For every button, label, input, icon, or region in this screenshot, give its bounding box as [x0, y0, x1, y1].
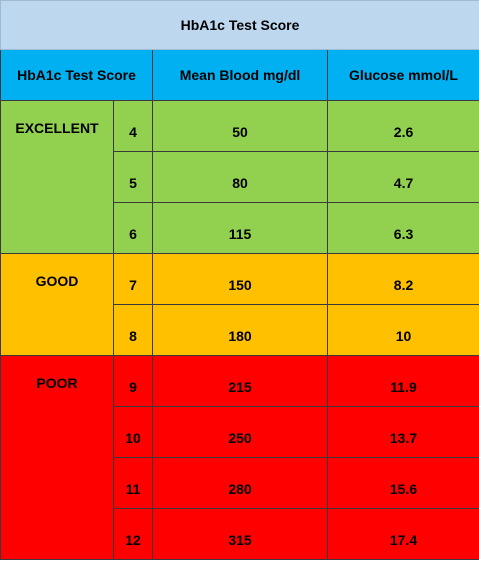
header-score: HbA1c Test Score	[0, 49, 153, 101]
score-cell: 10	[113, 406, 153, 458]
header-mean-blood: Mean Blood mg/dl	[152, 49, 328, 101]
mean-blood-cell: 180	[152, 304, 328, 356]
score-cell: 5	[113, 151, 153, 203]
glucose-cell: 17.4	[326, 508, 479, 560]
mean-blood-cell: 315	[152, 508, 328, 560]
grade-label: POOR	[0, 355, 114, 560]
glucose-cell: 13.7	[326, 406, 479, 458]
score-cell: 9	[113, 355, 153, 407]
score-cell: 12	[113, 508, 153, 560]
glucose-cell: 15.6	[326, 457, 479, 509]
glucose-cell: 8.2	[326, 253, 479, 305]
score-cell: 6	[113, 202, 153, 254]
score-cell: 4	[113, 100, 153, 152]
mean-blood-cell: 250	[152, 406, 328, 458]
table-title: HbA1c Test Score	[0, 0, 479, 50]
glucose-cell: 4.7	[326, 151, 479, 203]
mean-blood-cell: 150	[152, 253, 328, 305]
glucose-cell: 6.3	[326, 202, 479, 254]
table-row: GOOD 7 150 8.2	[0, 253, 479, 356]
table-row: POOR 9 215 11.9	[0, 355, 479, 560]
mean-blood-cell: 215	[152, 355, 328, 407]
glucose-cell: 10	[326, 304, 479, 356]
mean-blood-cell: 50	[152, 100, 328, 152]
score-cell: 11	[113, 457, 153, 509]
header-glucose: Glucose mmol/L	[326, 49, 479, 101]
glucose-cell: 2.6	[326, 100, 479, 152]
mean-blood-cell: 115	[152, 202, 328, 254]
mean-blood-cell: 280	[152, 457, 328, 509]
table-row: EXCELLENT 4 50 2.6	[0, 100, 479, 254]
grade-label: GOOD	[0, 253, 114, 356]
mean-blood-cell: 80	[152, 151, 328, 203]
table-row: 5 80 4.7	[0, 151, 479, 203]
score-cell: 8	[113, 304, 153, 356]
score-cell: 7	[113, 253, 153, 305]
table-body: EXCELLENT 4 50 2.6 5 80 4.7 6 115 6.3 GOOD 7 150 8.2 8…	[0, 100, 479, 560]
grade-label: EXCELLENT	[0, 100, 114, 254]
glucose-cell: 11.9	[326, 355, 479, 407]
